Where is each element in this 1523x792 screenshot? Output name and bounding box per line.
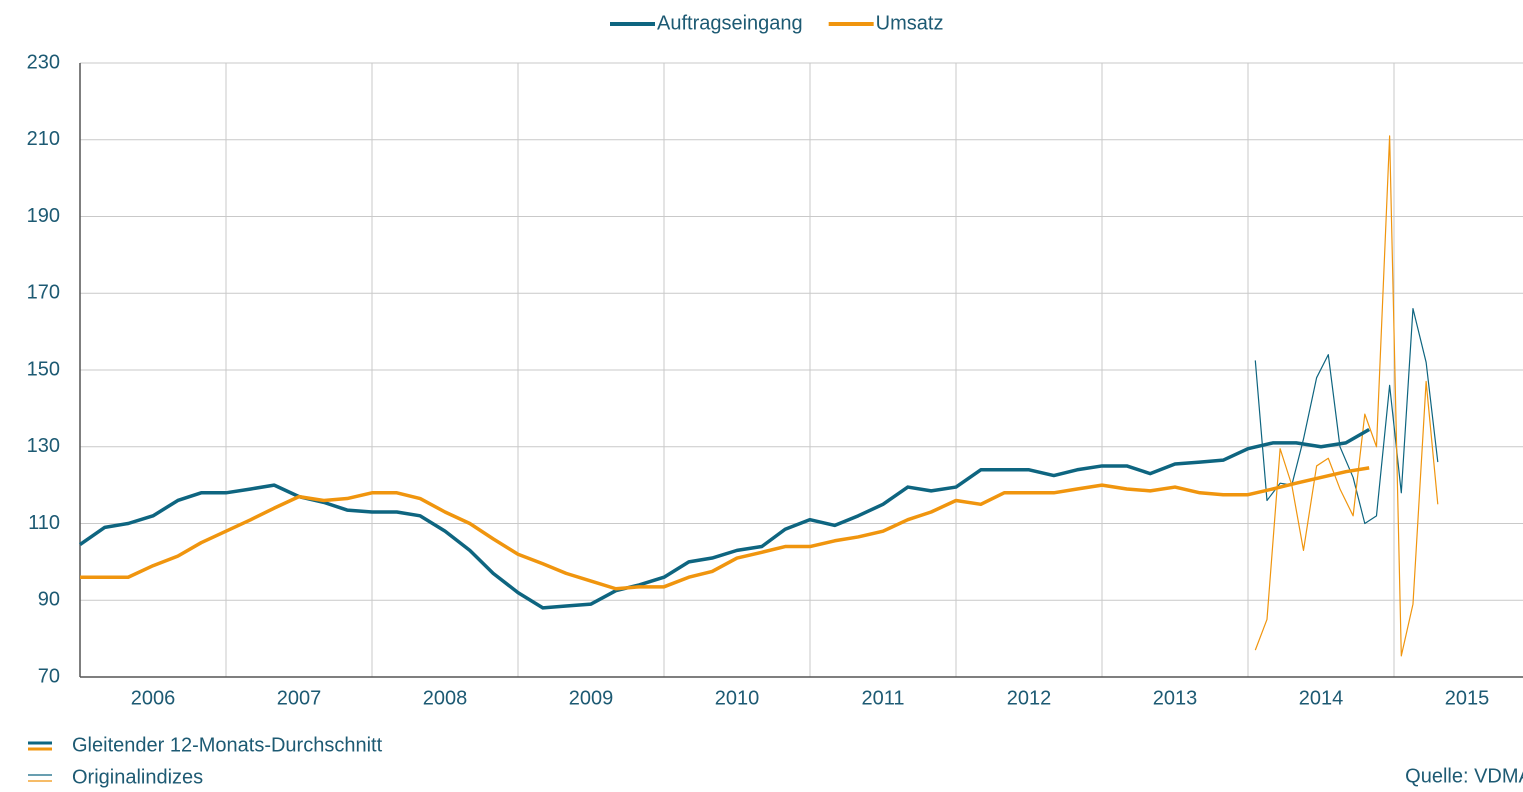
source: Quelle: VDMA	[1405, 765, 1523, 787]
y-tick-label: 150	[27, 358, 60, 380]
y-tick-label: 210	[27, 128, 60, 150]
legend-label: Originalindizes	[72, 766, 203, 788]
x-tick-label: 2011	[861, 687, 904, 709]
y-tick-label: 70	[38, 665, 60, 687]
y-tick-label: 110	[28, 512, 60, 534]
x-tick-label: 2007	[277, 687, 322, 709]
legend-label: Gleitender 12-Monats-Durchschnitt	[72, 734, 383, 756]
x-tick-label: 2015	[1445, 687, 1490, 709]
y-tick-label: 230	[27, 51, 60, 73]
data-line	[79, 427, 1371, 610]
y-tick-label: 130	[27, 435, 60, 457]
x-tick-label: 2008	[423, 687, 468, 709]
x-tick-label: 2012	[1007, 687, 1052, 709]
legend-label: Auftragseingang	[657, 12, 803, 34]
x-tick-label: 2014	[1299, 687, 1344, 709]
y-tick-label: 90	[38, 589, 60, 611]
x-tick-label: 2010	[715, 687, 760, 709]
data-line	[1254, 135, 1439, 657]
x-tick-label: 2006	[131, 687, 176, 709]
x-tick-label: 2009	[569, 687, 614, 709]
data-line	[80, 466, 1370, 591]
y-tick-label: 170	[27, 282, 60, 304]
data-line	[1254, 308, 1439, 525]
legend-label: Umsatz	[876, 12, 944, 34]
x-tick-label: 2013	[1153, 687, 1198, 709]
y-tick-label: 190	[27, 205, 60, 227]
